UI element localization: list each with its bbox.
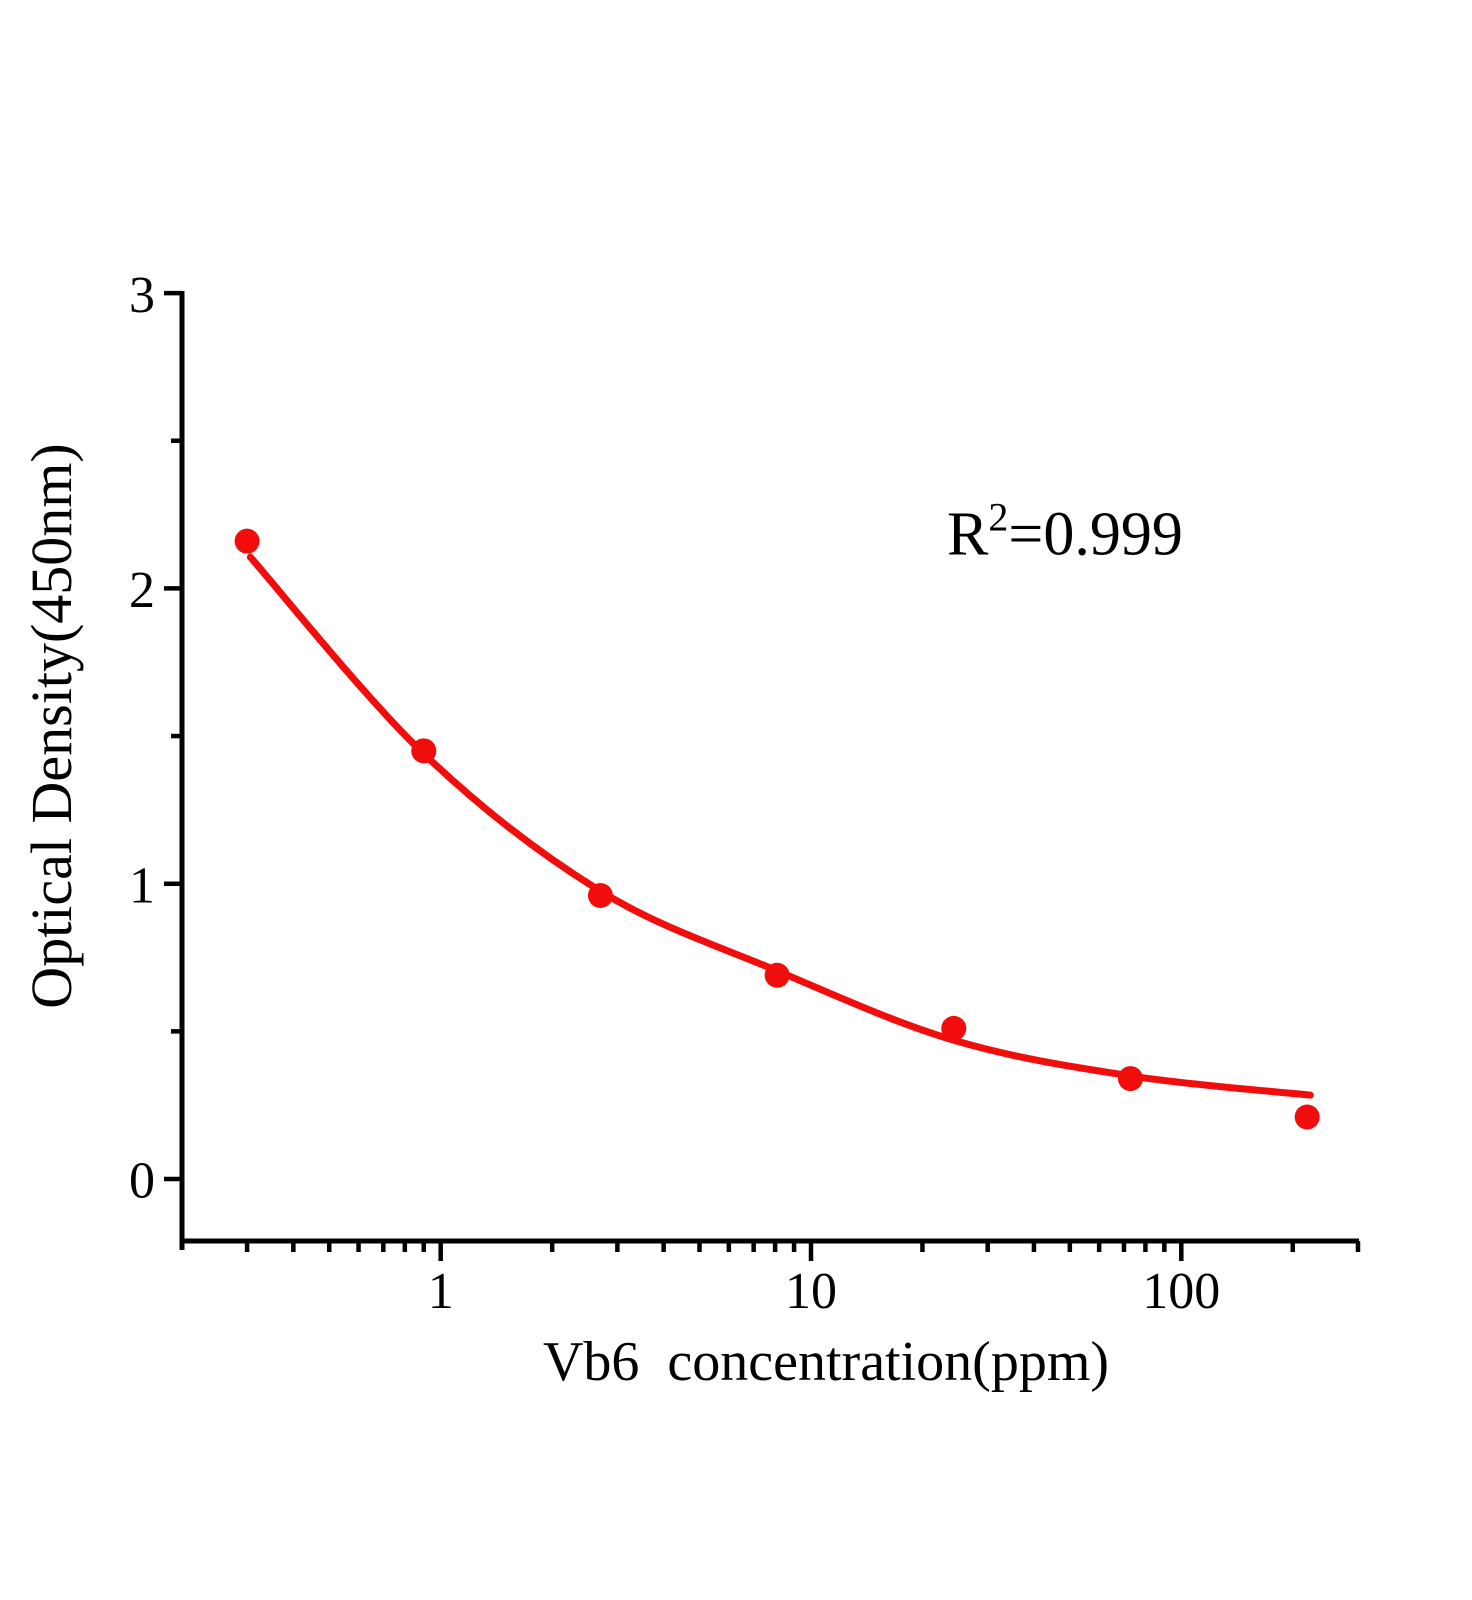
r-squared-base: R	[947, 500, 989, 569]
data-point	[1294, 1104, 1320, 1130]
r-squared-annotation: R2=0.999	[947, 494, 1183, 569]
y-axis-title: Optical Density(450nm)	[19, 443, 84, 1009]
r-squared-value: =0.999	[1008, 500, 1183, 569]
data-point	[411, 738, 437, 764]
fit-curve	[246, 553, 1314, 1099]
data-point	[234, 528, 260, 554]
x-tick-label: 10	[785, 1263, 837, 1320]
r-squared-superscript: 2	[988, 494, 1009, 540]
data-point	[764, 962, 790, 988]
data-point	[941, 1015, 967, 1041]
data-point	[1117, 1066, 1143, 1092]
x-axis-title: Vb6 concentration(ppm)	[542, 1331, 1110, 1393]
x-tick-label: 1	[428, 1263, 454, 1320]
y-tick-label: 0	[129, 1153, 155, 1210]
data-point	[587, 883, 613, 909]
x-tick-label: 100	[1142, 1263, 1220, 1320]
y-tick-label: 2	[129, 562, 155, 619]
y-tick-label: 3	[129, 267, 155, 324]
y-tick-label: 1	[129, 857, 155, 914]
